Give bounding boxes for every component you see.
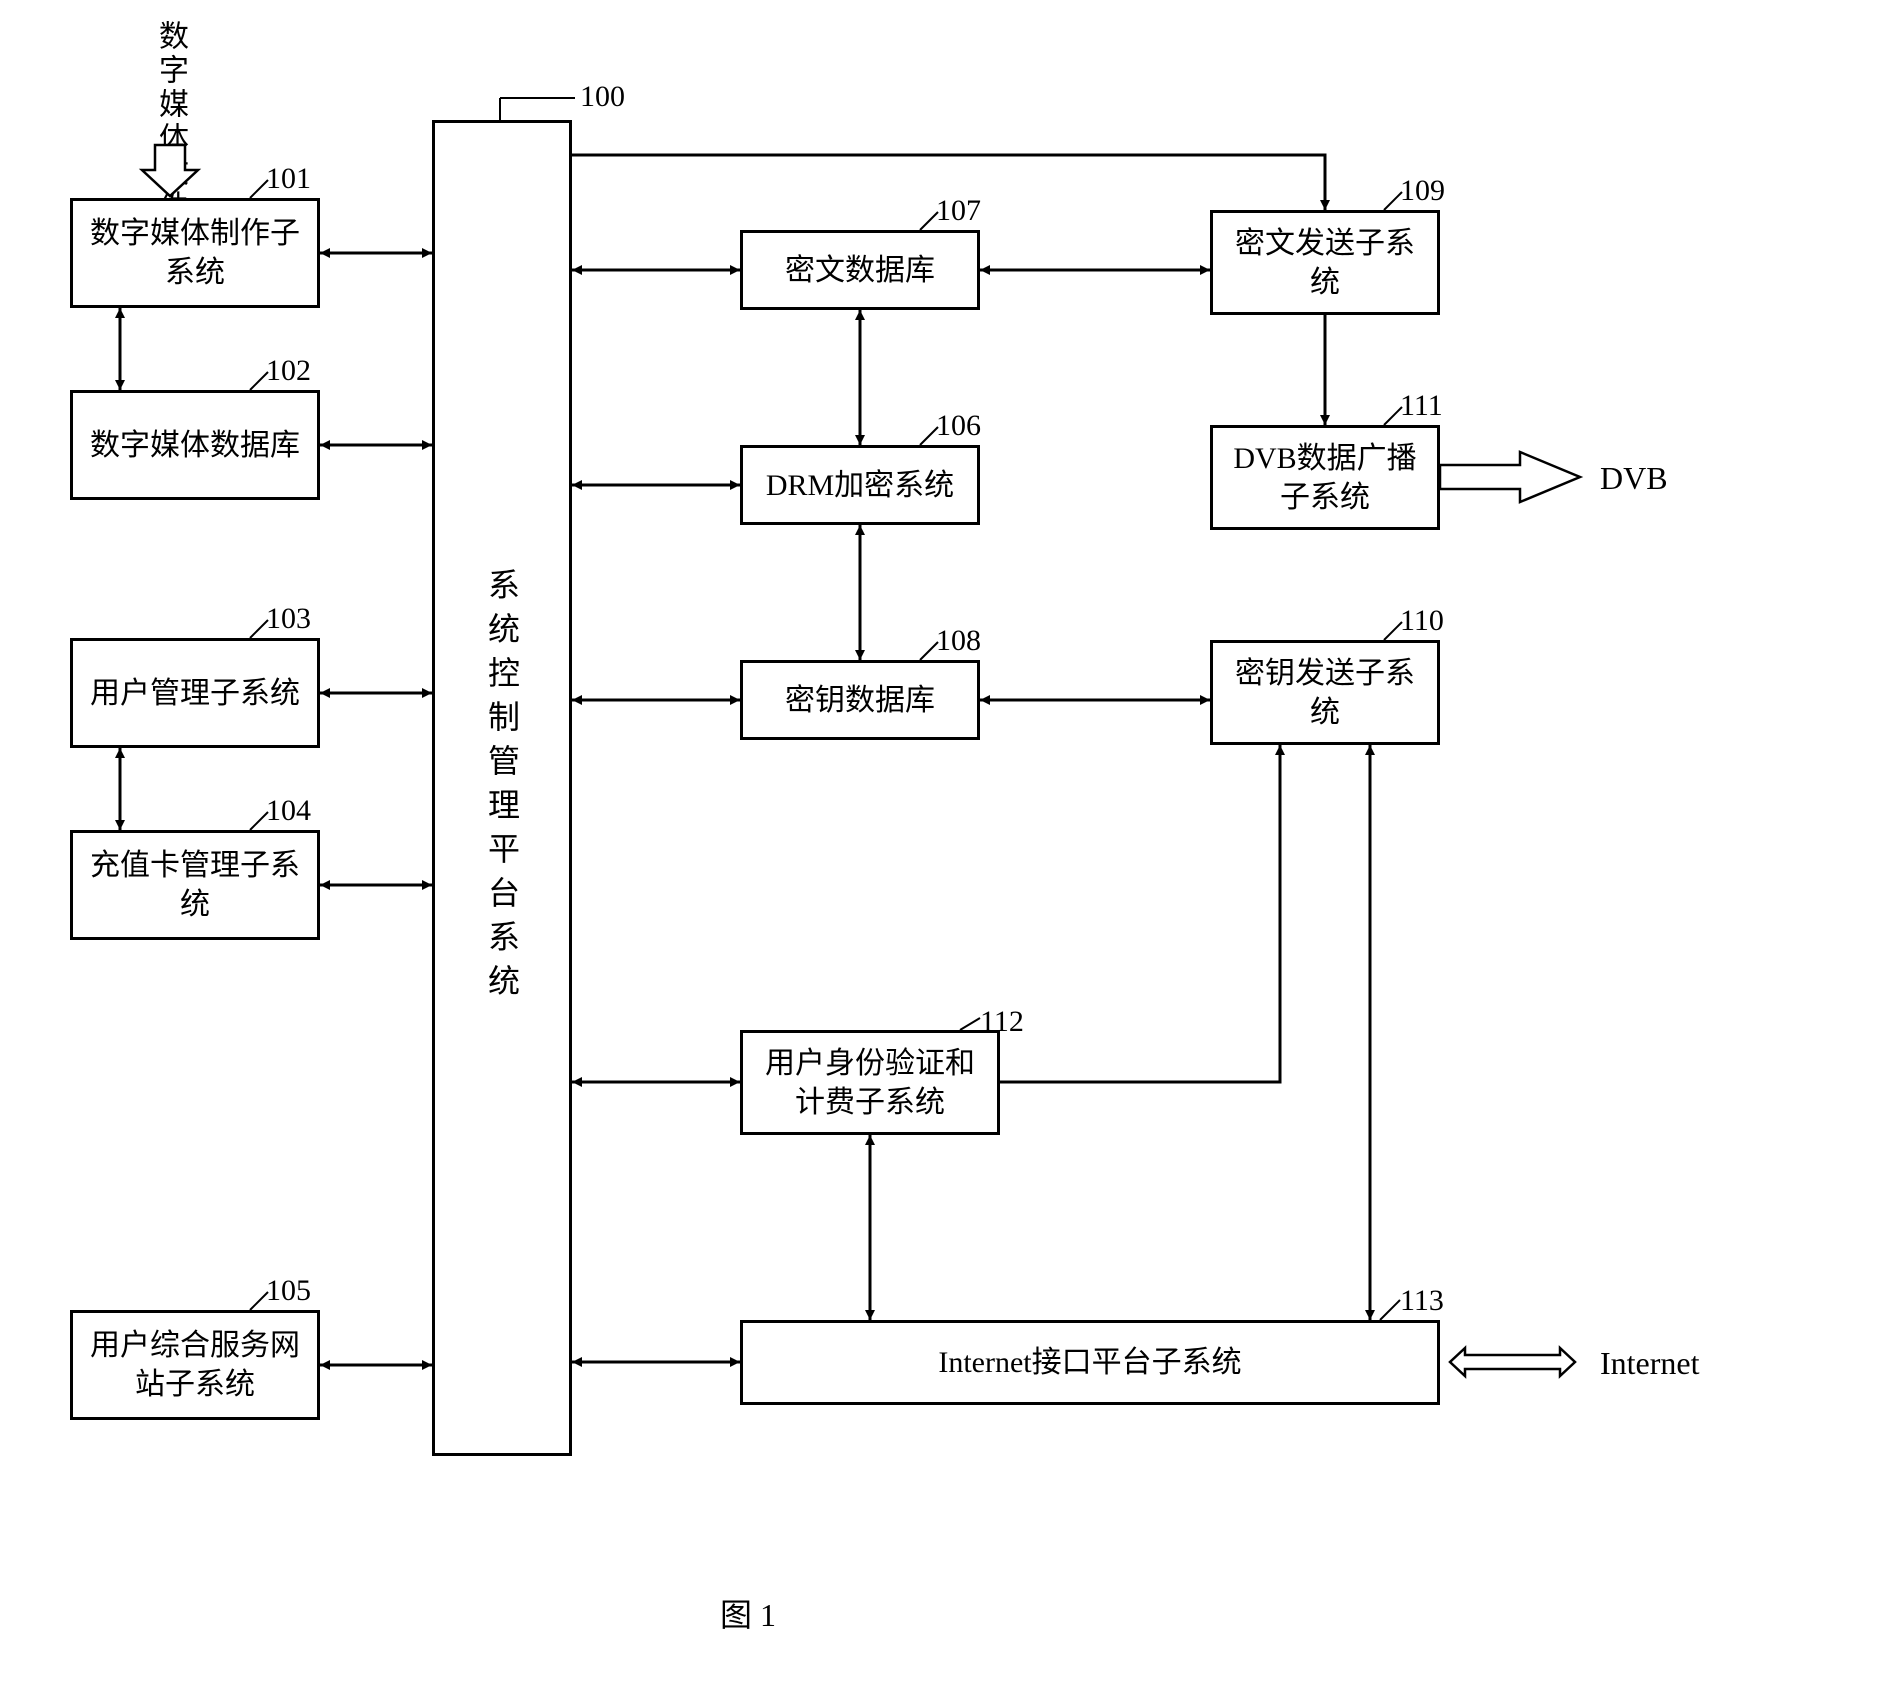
node-104-label: 充值卡管理子系统: [81, 846, 309, 924]
node-103: 用户管理子系统: [70, 638, 320, 748]
node-110-label: 密钥发送子系统: [1221, 654, 1429, 732]
input-label: 数字媒体文件: [148, 20, 192, 224]
node-106-id: 106: [936, 409, 981, 443]
node-110-id: 110: [1400, 604, 1444, 638]
node-100-label: 系统控制管理平台系统: [479, 568, 525, 1008]
node-103-label: 用户管理子系统: [90, 674, 300, 713]
node-109-id: 109: [1400, 174, 1445, 208]
node-103-id: 103: [266, 602, 311, 636]
node-101-label: 数字媒体制作子系统: [81, 214, 309, 292]
node-100-id: 100: [580, 80, 625, 114]
node-101: 数字媒体制作子系统: [70, 198, 320, 308]
node-111: DVB数据广播子系统: [1210, 425, 1440, 530]
node-112-id: 112: [980, 1005, 1024, 1039]
node-105-id: 105: [266, 1274, 311, 1308]
node-108: 密钥数据库: [740, 660, 980, 740]
node-108-label: 密钥数据库: [785, 681, 935, 720]
node-106: DRM加密系统: [740, 445, 980, 525]
node-107-label: 密文数据库: [785, 251, 935, 290]
node-105-label: 用户综合服务网站子系统: [81, 1326, 309, 1404]
node-102-id: 102: [266, 354, 311, 388]
node-113-id: 113: [1400, 1284, 1444, 1318]
node-110: 密钥发送子系统: [1210, 640, 1440, 745]
node-102: 数字媒体数据库: [70, 390, 320, 500]
node-101-id: 101: [266, 162, 311, 196]
node-104-id: 104: [266, 794, 311, 828]
node-108-id: 108: [936, 624, 981, 658]
node-111-label: DVB数据广播子系统: [1221, 439, 1429, 517]
node-102-label: 数字媒体数据库: [90, 426, 300, 465]
node-113: Internet接口平台子系统: [740, 1320, 1440, 1405]
output-internet-label: Internet: [1600, 1345, 1700, 1382]
node-107: 密文数据库: [740, 230, 980, 310]
node-106-label: DRM加密系统: [766, 466, 954, 505]
node-113-label: Internet接口平台子系统: [938, 1343, 1241, 1382]
node-104: 充值卡管理子系统: [70, 830, 320, 940]
node-107-id: 107: [936, 194, 981, 228]
node-105: 用户综合服务网站子系统: [70, 1310, 320, 1420]
node-100: 系统控制管理平台系统: [432, 120, 572, 1456]
output-dvb-label: DVB: [1600, 460, 1668, 497]
node-109-label: 密文发送子系统: [1221, 224, 1429, 302]
node-112: 用户身份验证和计费子系统: [740, 1030, 1000, 1135]
figure-caption: 图 1: [720, 1590, 776, 1636]
node-109: 密文发送子系统: [1210, 210, 1440, 315]
node-112-label: 用户身份验证和计费子系统: [751, 1044, 989, 1122]
node-111-id: 111: [1400, 389, 1443, 423]
